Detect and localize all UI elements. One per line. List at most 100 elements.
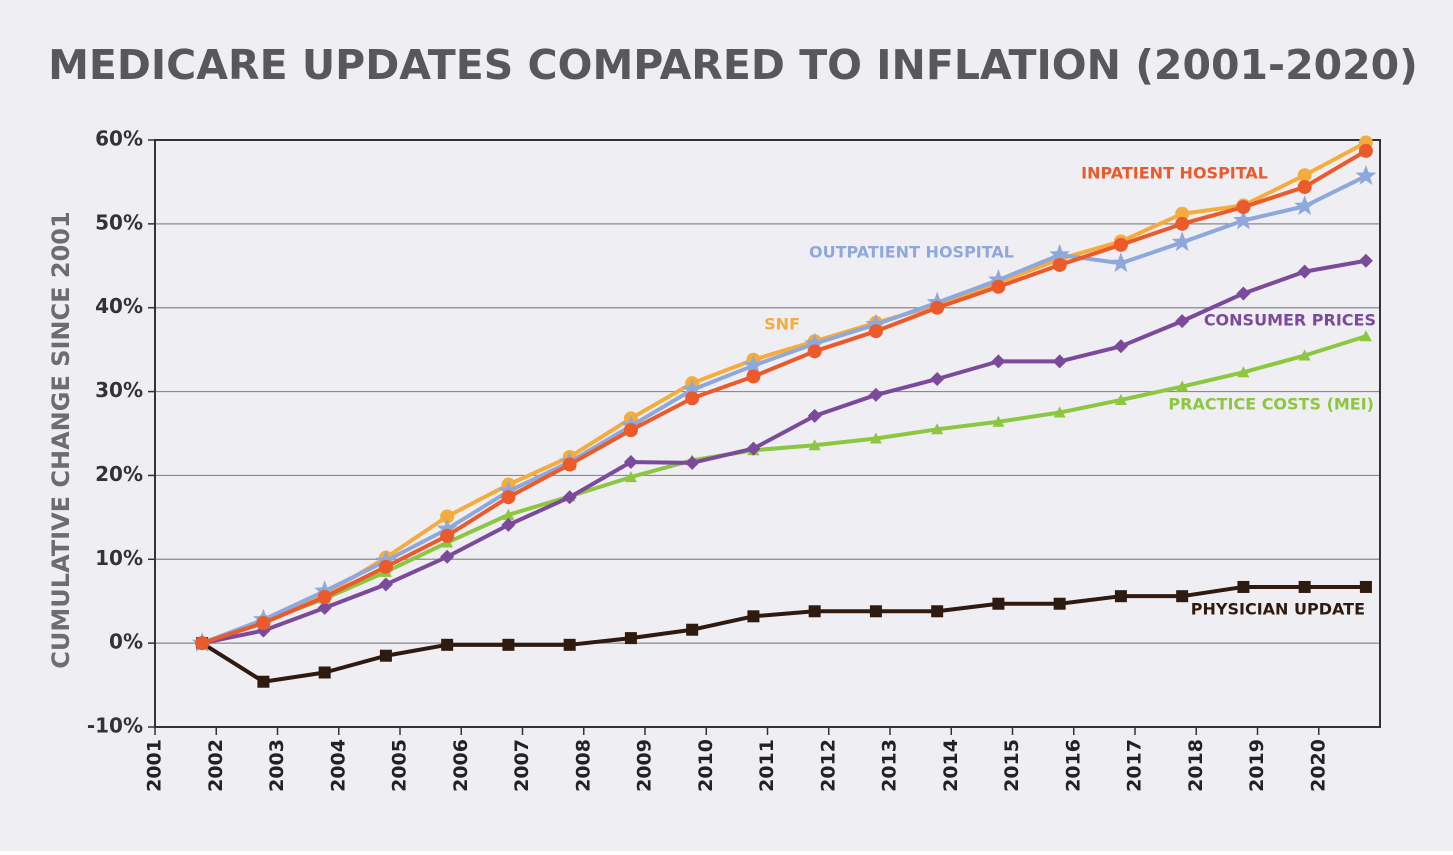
point xyxy=(1110,252,1132,273)
point xyxy=(807,344,822,359)
point xyxy=(747,610,760,623)
point xyxy=(742,354,764,375)
point xyxy=(1359,580,1372,593)
point xyxy=(1114,393,1127,405)
legend-label: OUTPATIENT HOSPITAL xyxy=(809,243,1014,262)
point xyxy=(1232,209,1254,230)
point xyxy=(1113,237,1128,252)
point xyxy=(436,518,458,538)
x-tick-label: 2013 xyxy=(879,739,901,792)
point xyxy=(869,605,882,618)
point xyxy=(991,354,1006,369)
x-tick-label: 2009 xyxy=(634,739,656,792)
point xyxy=(681,378,703,399)
point xyxy=(930,300,945,315)
x-tick-label: 2016 xyxy=(1062,739,1084,792)
line xyxy=(201,334,1367,646)
point xyxy=(1297,179,1312,194)
legend-label: PHYSICIAN UPDATE xyxy=(1191,600,1365,619)
point xyxy=(378,577,393,592)
point xyxy=(256,616,271,631)
point xyxy=(562,490,577,505)
point xyxy=(746,369,761,384)
legend-label: SNF xyxy=(764,315,800,334)
point xyxy=(1175,314,1190,329)
legend-label: CONSUMER PRICES xyxy=(1204,311,1376,330)
point xyxy=(808,605,821,618)
point xyxy=(931,605,944,618)
line xyxy=(201,140,1367,646)
line xyxy=(201,174,1367,646)
point xyxy=(1294,195,1316,216)
point xyxy=(623,423,638,438)
point xyxy=(991,279,1006,294)
point xyxy=(502,508,515,520)
x-tick-label: 2002 xyxy=(205,739,227,792)
point xyxy=(992,415,1005,427)
x-tick-label: 2014 xyxy=(940,739,962,792)
point xyxy=(441,638,454,651)
point xyxy=(1052,354,1067,369)
x-tick-label: 2003 xyxy=(266,739,288,792)
point xyxy=(931,423,944,435)
point xyxy=(1053,406,1066,418)
point xyxy=(930,371,945,386)
point xyxy=(1237,366,1250,378)
point xyxy=(1175,216,1190,231)
point xyxy=(1114,590,1127,603)
line xyxy=(201,149,1367,646)
point xyxy=(623,455,638,470)
point xyxy=(804,332,826,353)
point xyxy=(1236,200,1251,215)
point xyxy=(195,636,210,651)
chart-title: MEDICARE UPDATES COMPARED TO INFLATION (… xyxy=(48,41,1418,89)
y-tick-label: 20% xyxy=(95,462,143,486)
point xyxy=(501,490,516,505)
point xyxy=(869,432,882,444)
point xyxy=(624,632,637,645)
x-tick-label: 2017 xyxy=(1124,739,1146,792)
point xyxy=(1237,580,1250,593)
point xyxy=(379,649,392,662)
y-tick-label: -10% xyxy=(87,714,143,738)
x-tick-label: 2012 xyxy=(817,739,839,792)
x-tick-label: 2010 xyxy=(695,739,717,792)
y-tick-label: 30% xyxy=(95,378,143,402)
y-tick-label: 0% xyxy=(109,630,143,654)
point xyxy=(1175,206,1190,221)
point xyxy=(1359,330,1372,342)
point xyxy=(992,597,1005,610)
point xyxy=(808,439,821,451)
point xyxy=(868,324,883,339)
point xyxy=(317,600,332,615)
point xyxy=(987,269,1009,289)
x-tick-label: 2007 xyxy=(511,739,533,792)
point xyxy=(685,391,700,406)
x-tick-label: 2018 xyxy=(1185,739,1207,792)
point xyxy=(1298,349,1311,361)
point xyxy=(1236,286,1251,301)
point xyxy=(317,590,332,605)
point xyxy=(1358,253,1373,268)
legend-label: INPATIENT HOSPITAL xyxy=(1081,164,1268,183)
y-tick-label: 60% xyxy=(95,127,143,151)
point xyxy=(1355,165,1377,185)
point xyxy=(440,549,455,564)
x-tick-label: 2005 xyxy=(389,739,411,792)
point xyxy=(440,509,455,524)
x-tick-label: 2011 xyxy=(756,739,778,792)
x-tick-label: 2006 xyxy=(450,739,472,792)
point xyxy=(807,408,822,423)
point xyxy=(562,457,577,472)
point xyxy=(378,559,393,574)
y-tick-label: 50% xyxy=(95,210,143,234)
point xyxy=(868,387,883,402)
point xyxy=(1358,143,1373,158)
point xyxy=(1113,339,1128,354)
x-tick-label: 2020 xyxy=(1307,739,1329,792)
point xyxy=(1052,257,1067,272)
point xyxy=(501,517,516,532)
y-tick-label: 10% xyxy=(95,546,143,570)
